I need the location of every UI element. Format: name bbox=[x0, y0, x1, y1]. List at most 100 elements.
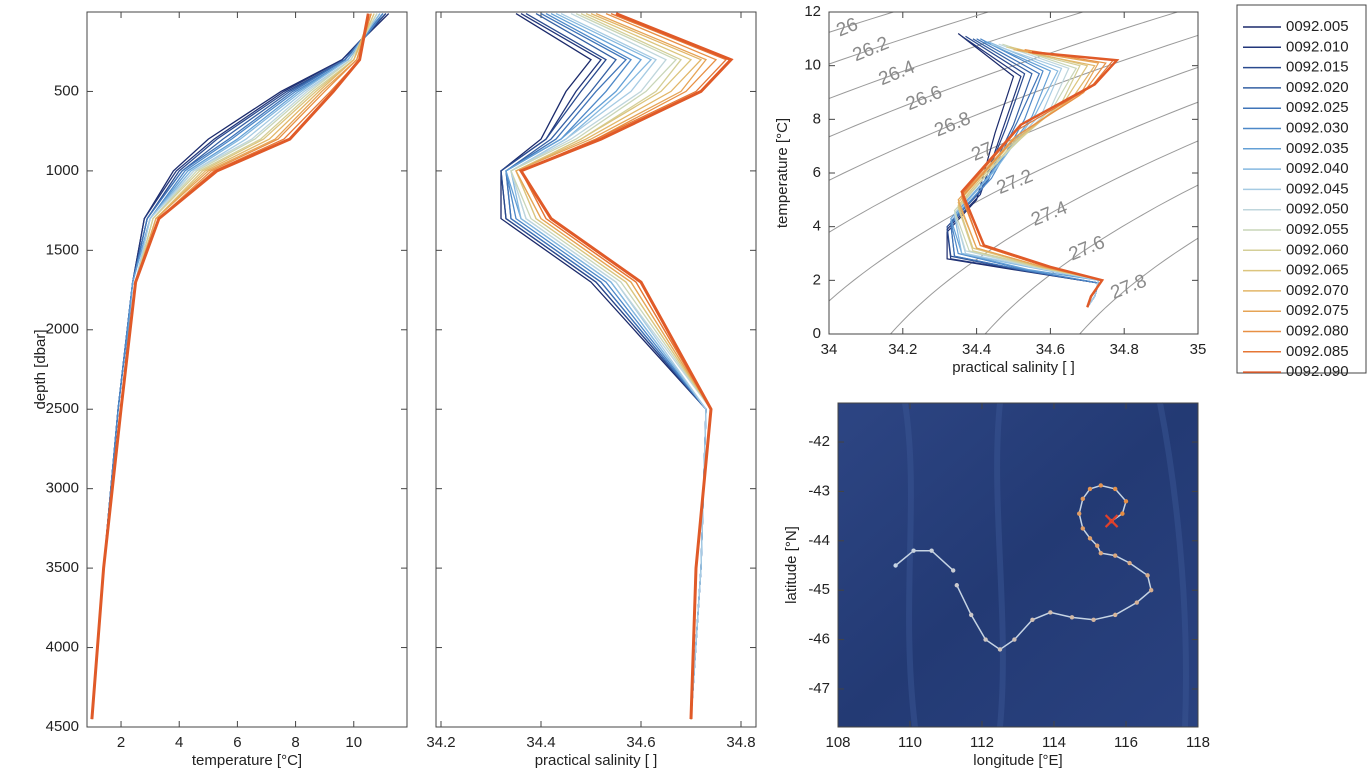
contour-label: 27.8 bbox=[1108, 271, 1150, 304]
track-point bbox=[1135, 600, 1139, 604]
track-point bbox=[998, 647, 1002, 651]
x-tick-label: 6 bbox=[233, 734, 241, 751]
track-point bbox=[1091, 618, 1095, 622]
profile-line bbox=[92, 14, 371, 720]
plot-area bbox=[501, 14, 731, 720]
track-point bbox=[1149, 588, 1153, 592]
x-axis-label: longitude [°E] bbox=[973, 752, 1062, 769]
legend-label: 0092.035 bbox=[1286, 140, 1349, 157]
x-tick-label: 114 bbox=[1042, 734, 1066, 751]
track-point bbox=[1088, 487, 1092, 491]
track-point bbox=[1048, 610, 1052, 614]
track-point bbox=[1113, 487, 1117, 491]
track-point bbox=[969, 613, 973, 617]
contour-label: 27.4 bbox=[1028, 197, 1071, 230]
y-tick-label: 3500 bbox=[46, 559, 79, 576]
profile-line bbox=[92, 14, 371, 720]
x-tick-label: 4 bbox=[175, 734, 183, 751]
profile-line bbox=[92, 14, 374, 720]
x-axis-label: practical salinity [ ] bbox=[952, 359, 1075, 376]
x-tick-label: 34.4 bbox=[962, 341, 991, 358]
track-point bbox=[1099, 483, 1103, 487]
contour-label: 26.8 bbox=[931, 108, 973, 141]
y-tick-label: -45 bbox=[808, 581, 830, 598]
x-tick-label: 118 bbox=[1186, 734, 1210, 751]
legend-label: 0092.070 bbox=[1286, 282, 1349, 299]
legend-label: 0092.080 bbox=[1286, 322, 1349, 339]
y-tick-label: -47 bbox=[808, 680, 830, 697]
track-point bbox=[893, 563, 897, 567]
axes-frame bbox=[436, 12, 756, 727]
y-axis-label: latitude [°N] bbox=[783, 526, 800, 604]
x-tick-label: 2 bbox=[117, 734, 125, 751]
contour-label: 26.4 bbox=[876, 57, 919, 90]
track-point bbox=[1113, 553, 1117, 557]
legend-label: 0092.005 bbox=[1286, 18, 1349, 35]
legend-label: 0092.055 bbox=[1286, 221, 1349, 238]
profile-line bbox=[92, 14, 368, 720]
profile-line bbox=[92, 14, 377, 720]
y-tick-label: 3000 bbox=[46, 480, 79, 497]
profile-line bbox=[92, 14, 377, 720]
profile-line bbox=[92, 14, 377, 720]
track-point bbox=[1113, 613, 1117, 617]
contour-label: 26.6 bbox=[903, 82, 945, 115]
legend-label: 0092.020 bbox=[1286, 79, 1349, 96]
track-point bbox=[1124, 499, 1128, 503]
track-point bbox=[983, 637, 987, 641]
legend-label: 0092.045 bbox=[1286, 180, 1349, 197]
figure: 2468105001000150020002500300035004000450… bbox=[0, 0, 1371, 778]
legend-label: 0092.010 bbox=[1286, 38, 1349, 55]
y-tick-label: -42 bbox=[808, 433, 830, 450]
x-tick-label: 112 bbox=[970, 734, 994, 751]
track-point bbox=[1077, 511, 1081, 515]
track-point bbox=[1120, 511, 1124, 515]
contour-label: 27.6 bbox=[1066, 232, 1108, 265]
contour-label: 26 bbox=[834, 14, 861, 41]
profile-line bbox=[92, 14, 389, 720]
profile-line bbox=[92, 14, 380, 720]
track-point bbox=[1145, 573, 1149, 577]
x-tick-label: 8 bbox=[291, 734, 299, 751]
profile-line bbox=[92, 14, 371, 720]
x-tick-label: 34.8 bbox=[1110, 341, 1139, 358]
track-point bbox=[955, 583, 959, 587]
y-tick-label: -44 bbox=[808, 532, 830, 549]
x-tick-label: 116 bbox=[1114, 734, 1138, 751]
x-tick-label: 34.6 bbox=[626, 734, 655, 751]
profile-line bbox=[511, 14, 706, 720]
y-tick-label: 1500 bbox=[46, 241, 79, 258]
x-axis-label: temperature [°C] bbox=[192, 752, 302, 769]
y-axis-label: depth [dbar] bbox=[32, 329, 49, 409]
x-tick-label: 34.2 bbox=[888, 341, 917, 358]
track-point bbox=[911, 548, 915, 552]
y-tick-label: 12 bbox=[804, 3, 821, 20]
y-tick-label: -46 bbox=[808, 631, 830, 648]
y-tick-label: 4 bbox=[813, 218, 821, 235]
y-tick-label: 2 bbox=[813, 271, 821, 288]
y-tick-label: 4000 bbox=[46, 639, 79, 656]
x-tick-label: 34.8 bbox=[726, 734, 755, 751]
y-tick-label: 6 bbox=[813, 164, 821, 181]
x-tick-label: 34 bbox=[821, 341, 838, 358]
legend-label: 0092.090 bbox=[1286, 363, 1349, 380]
x-tick-label: 108 bbox=[825, 734, 850, 751]
profile-line bbox=[92, 14, 374, 720]
legend-label: 0092.085 bbox=[1286, 343, 1349, 360]
y-axis-label: temperature [°C] bbox=[774, 118, 791, 228]
legend-label: 0092.040 bbox=[1286, 160, 1349, 177]
map-background bbox=[838, 403, 1198, 727]
y-tick-label: 2500 bbox=[46, 400, 79, 417]
profile-line bbox=[521, 14, 731, 720]
track-point bbox=[1081, 526, 1085, 530]
track-point bbox=[1070, 615, 1074, 619]
legend-label: 0092.050 bbox=[1286, 201, 1349, 218]
y-tick-label: 1000 bbox=[46, 162, 79, 179]
x-tick-label: 10 bbox=[345, 734, 362, 751]
plot-area bbox=[92, 14, 389, 720]
y-tick-label: 8 bbox=[813, 110, 821, 127]
legend-label: 0092.030 bbox=[1286, 119, 1349, 136]
legend-label: 0092.065 bbox=[1286, 262, 1349, 279]
legend-label: 0092.075 bbox=[1286, 302, 1349, 319]
profile-line bbox=[511, 14, 706, 720]
